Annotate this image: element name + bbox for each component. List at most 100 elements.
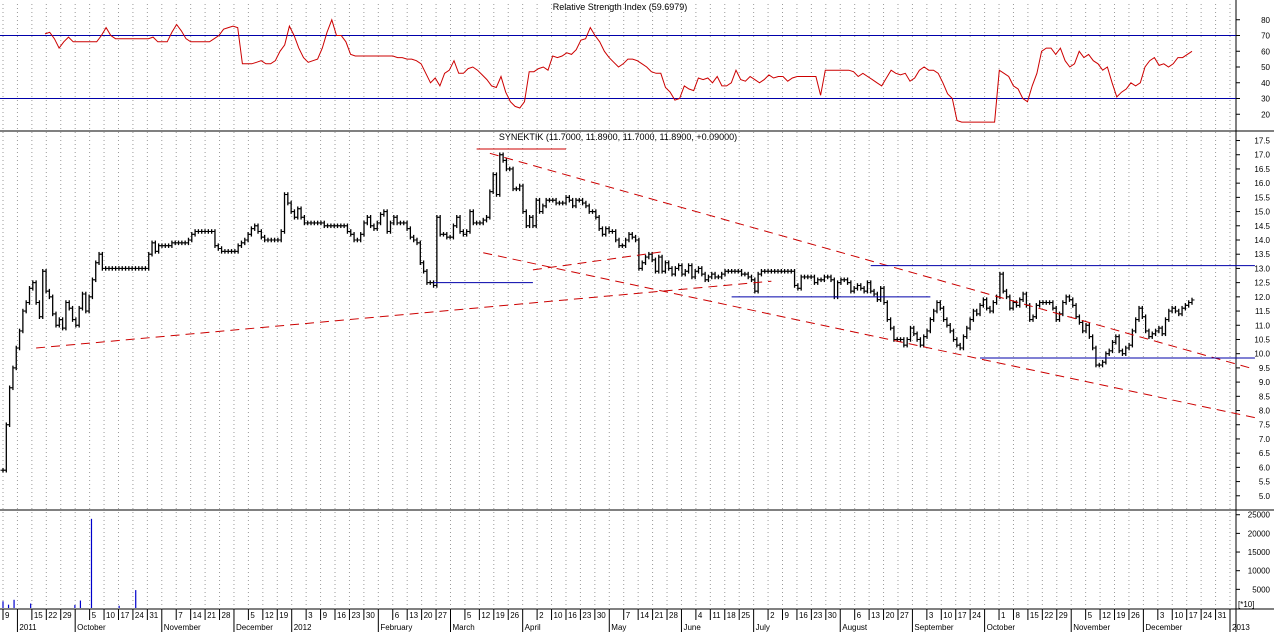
- price-bar: [696, 266, 702, 274]
- price-bar: [1159, 325, 1165, 337]
- date-label: 10: [943, 611, 952, 620]
- price-bar: [431, 280, 437, 288]
- y-tick-label: 60: [1261, 47, 1270, 56]
- price-bar: [192, 229, 198, 237]
- price-bar: [676, 263, 682, 271]
- price-bar: [1020, 291, 1026, 302]
- y-tick-label: 7.0: [1259, 435, 1271, 444]
- price-bar: [1146, 328, 1152, 339]
- price-bar: [490, 172, 496, 194]
- price-bar: [540, 203, 546, 214]
- price-bar: [739, 268, 745, 277]
- price-bar: [570, 197, 576, 209]
- date-label: November: [164, 623, 201, 632]
- price-bar: [404, 220, 410, 231]
- price-bar: [917, 337, 923, 348]
- date-label: 28: [222, 611, 231, 620]
- date-label: 24: [972, 611, 981, 620]
- price-bar: [238, 240, 244, 248]
- date-label: 27: [438, 611, 447, 620]
- date-label: 10: [106, 611, 115, 620]
- price-bar: [1030, 314, 1036, 322]
- price-bar: [835, 280, 841, 300]
- price-bar: [99, 251, 105, 271]
- price-bar: [792, 268, 798, 288]
- date-label: 8: [1015, 611, 1020, 620]
- date-gridlines: [2, 4, 1231, 609]
- price-bar: [258, 229, 264, 240]
- price-bar: [881, 286, 887, 305]
- price-bar: [156, 243, 162, 254]
- price-bar: [391, 214, 397, 226]
- y-tick-label: 50: [1261, 63, 1270, 72]
- y-tick-label: 13.0: [1254, 264, 1270, 273]
- y-tick-label: 15000: [1248, 548, 1271, 557]
- y-tick-label: 5.5: [1259, 478, 1271, 487]
- price-bar: [510, 166, 516, 192]
- price-bar: [722, 268, 728, 277]
- price-bar: [974, 308, 980, 317]
- price-bar: [702, 271, 708, 283]
- price-bar: [924, 328, 930, 339]
- price-bar: [252, 223, 258, 231]
- rsi-title: Relative Strength Index (59.6979): [553, 2, 688, 12]
- price-bar: [1189, 297, 1195, 305]
- price-bar: [573, 197, 579, 209]
- date-label: 6: [857, 611, 862, 620]
- y-tick-label: 11.0: [1255, 321, 1271, 330]
- price-bar: [86, 294, 92, 314]
- price-bar: [937, 300, 943, 311]
- price-bar: [46, 288, 52, 300]
- trend-line: [483, 252, 1256, 419]
- date-label: 13: [871, 611, 880, 620]
- y-tick-label: 5.0: [1259, 492, 1271, 501]
- date-label: 7: [626, 611, 631, 620]
- price-bar: [17, 328, 23, 351]
- price-bar: [255, 223, 261, 234]
- price-bar: [553, 197, 559, 206]
- price-bar: [371, 223, 377, 231]
- price-bar: [957, 342, 963, 351]
- price-bar: [851, 286, 857, 294]
- date-label: 17: [958, 611, 967, 620]
- price-bar: [189, 232, 195, 243]
- price-bar: [437, 214, 443, 237]
- y-tick-label: 25000: [1248, 511, 1271, 520]
- price-bar: [364, 214, 370, 226]
- date-label: 31: [1218, 611, 1227, 620]
- price-bar: [1106, 348, 1112, 356]
- date-label: 19: [279, 611, 288, 620]
- price-bar: [795, 283, 801, 291]
- date-label: 2012: [294, 623, 312, 632]
- price-bar: [457, 214, 463, 234]
- price-bar: [623, 237, 629, 248]
- price-bar: [79, 291, 85, 311]
- price-bar: [242, 237, 248, 246]
- price-bar: [1113, 334, 1119, 345]
- y-tick-label: 20000: [1248, 529, 1271, 538]
- date-label: 2011: [19, 623, 37, 632]
- date-label: 22: [48, 611, 57, 620]
- date-label: 24: [1203, 611, 1212, 620]
- date-label: 12: [265, 611, 274, 620]
- price-bar: [1163, 317, 1169, 337]
- date-label: December: [236, 623, 273, 632]
- price-bar: [76, 305, 82, 328]
- date-label: 5: [250, 611, 255, 620]
- rsi-panel: Relative Strength Index (59.6979): [0, 2, 1236, 123]
- date-label: 23: [582, 611, 591, 620]
- price-bar: [606, 226, 612, 234]
- date-label: 5: [467, 611, 472, 620]
- y-tick-label: 16.0: [1254, 179, 1270, 188]
- date-label: 1: [1001, 611, 1006, 620]
- date-label: 13: [409, 611, 418, 620]
- price-bar: [467, 209, 473, 234]
- date-label: 26: [510, 611, 519, 620]
- price-bar: [954, 337, 960, 348]
- price-bar: [686, 263, 692, 274]
- price-bar: [262, 234, 268, 243]
- date-label: 28: [669, 611, 678, 620]
- date-label: 27: [900, 611, 909, 620]
- price-bar: [828, 274, 834, 283]
